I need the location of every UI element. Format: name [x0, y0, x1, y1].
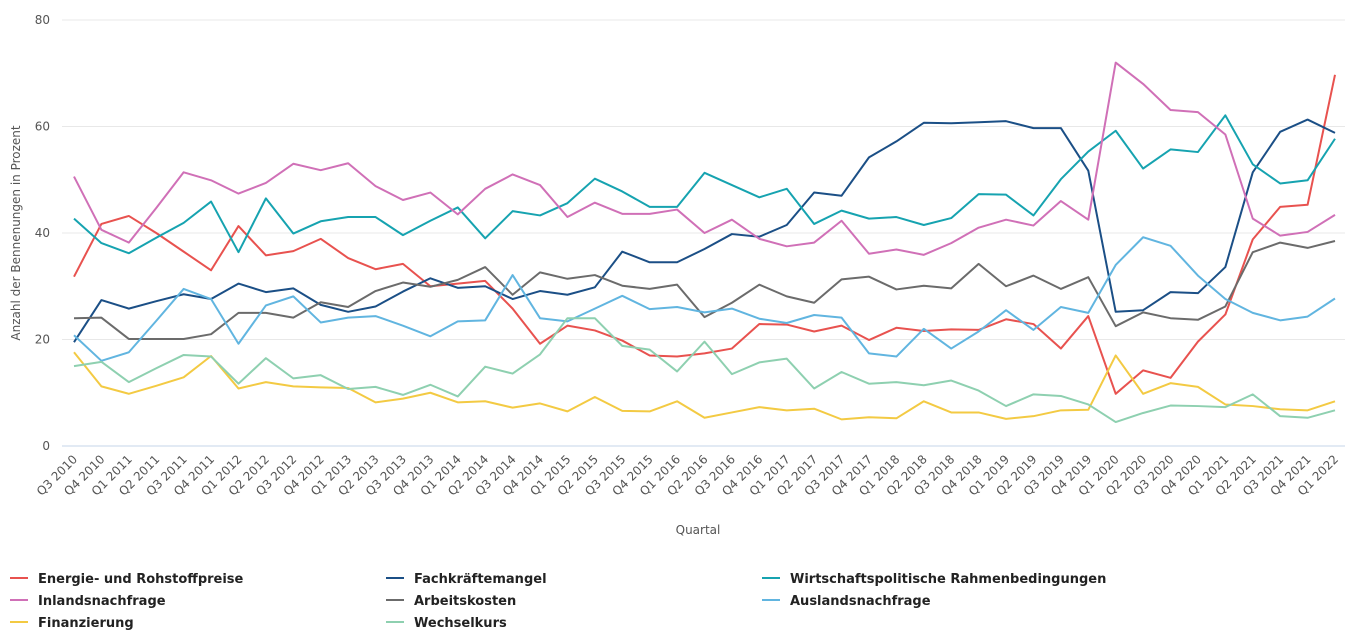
legend-label: Finanzierung: [38, 616, 134, 631]
legend-label: Auslandsnachfrage: [790, 594, 931, 609]
series-line: [73, 240, 1336, 340]
legend-label: Fachkräftemangel: [414, 572, 547, 587]
y-axis-title: Anzahl der Bennenungen in Prozent: [9, 125, 23, 340]
legend-label: Arbeitskosten: [414, 594, 516, 609]
legend-label: Wechselkurs: [414, 616, 507, 631]
y-tick-label: 80: [35, 13, 50, 27]
series-line: [73, 74, 1336, 395]
legend-label: Energie- und Rohstoffpreise: [38, 572, 244, 587]
series-line: [73, 118, 1336, 343]
legend-label: Wirtschaftspolitische Rahmenbedingungen: [790, 572, 1106, 587]
y-tick-label: 0: [42, 439, 50, 453]
y-tick-label: 40: [35, 226, 50, 240]
series-line: [73, 236, 1336, 362]
legend-label: Inlandsnachfrage: [38, 594, 166, 609]
series-line: [73, 351, 1336, 421]
x-axis-title: Quartal: [676, 523, 721, 537]
series-line: [73, 61, 1336, 256]
y-tick-label: 60: [35, 120, 50, 134]
y-tick-label: 20: [35, 333, 50, 347]
series-line: [73, 317, 1336, 424]
series-line: [73, 114, 1336, 255]
